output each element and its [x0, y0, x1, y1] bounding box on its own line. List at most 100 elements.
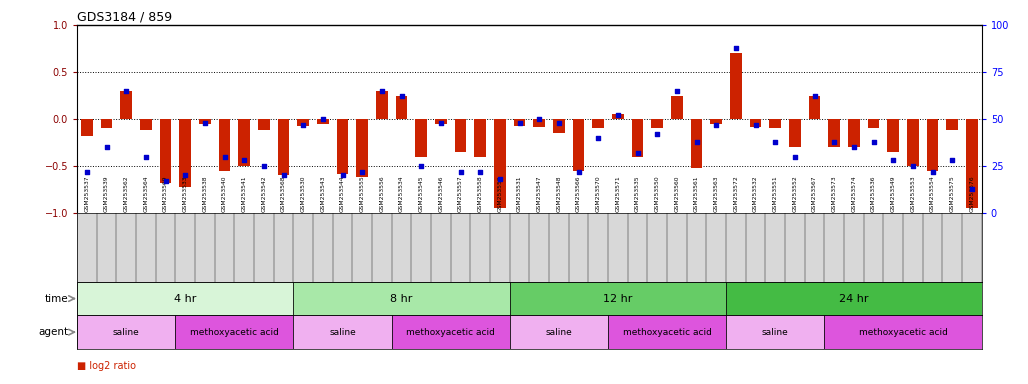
Text: 8 hr: 8 hr [391, 293, 413, 304]
Point [374, 88, 391, 94]
Bar [494, 119, 506, 209]
Text: methoxyacetic acid: methoxyacetic acid [406, 328, 495, 337]
Text: methoxyacetic acid: methoxyacetic acid [190, 328, 279, 337]
Bar [219, 119, 230, 171]
Bar [652, 119, 663, 128]
Bar [730, 53, 742, 119]
Bar [510, 282, 726, 315]
Bar [77, 282, 293, 315]
Text: saline: saline [546, 328, 573, 337]
Point [747, 122, 764, 128]
Text: 4 hr: 4 hr [174, 293, 196, 304]
Point [571, 169, 587, 175]
Bar [176, 315, 293, 349]
Text: ■ log2 ratio: ■ log2 ratio [77, 361, 136, 371]
Bar [435, 119, 447, 124]
Bar [726, 315, 824, 349]
Point [157, 178, 174, 184]
Bar [769, 119, 781, 128]
Bar [592, 119, 604, 128]
Text: 24 hr: 24 hr [839, 293, 869, 304]
Point [256, 163, 272, 169]
Bar [907, 119, 919, 166]
Bar [179, 119, 191, 187]
Point [196, 120, 213, 126]
Bar [749, 119, 762, 127]
Bar [534, 119, 545, 127]
Text: agent: agent [38, 327, 68, 337]
Bar [848, 119, 859, 147]
Point [963, 185, 980, 192]
Text: saline: saline [762, 328, 788, 337]
Bar [159, 119, 172, 183]
Point [452, 169, 469, 175]
Point [846, 144, 862, 151]
Bar [691, 119, 702, 168]
Text: GDS3184 / 859: GDS3184 / 859 [77, 11, 173, 24]
Point [944, 157, 960, 164]
Point [433, 120, 449, 126]
Point [689, 139, 705, 145]
Bar [293, 315, 392, 349]
Bar [510, 315, 609, 349]
Bar [293, 282, 510, 315]
Point [767, 139, 783, 145]
Point [786, 154, 803, 160]
Bar [81, 119, 93, 136]
Point [924, 169, 941, 175]
Point [216, 154, 232, 160]
Bar [671, 96, 683, 119]
Point [394, 93, 410, 99]
Text: 12 hr: 12 hr [603, 293, 632, 304]
Point [334, 172, 351, 179]
Text: saline: saline [113, 328, 140, 337]
Bar [609, 315, 726, 349]
Point [610, 112, 626, 118]
Point [551, 120, 567, 126]
Bar [868, 119, 880, 128]
Bar [514, 119, 525, 126]
Point [413, 163, 430, 169]
Point [118, 88, 135, 94]
Point [827, 139, 843, 145]
Bar [357, 119, 368, 177]
Bar [553, 119, 564, 133]
Point [511, 120, 527, 126]
Bar [824, 315, 982, 349]
Point [236, 157, 253, 164]
Text: methoxyacetic acid: methoxyacetic acid [858, 328, 948, 337]
Point [806, 93, 822, 99]
Text: saline: saline [329, 328, 356, 337]
Bar [396, 96, 407, 119]
Bar [199, 119, 211, 124]
Point [590, 135, 607, 141]
Point [708, 122, 725, 128]
Point [295, 122, 311, 128]
Point [177, 172, 193, 179]
Point [138, 154, 154, 160]
Point [354, 169, 370, 175]
Point [315, 116, 331, 122]
Bar [120, 91, 133, 119]
Bar [140, 119, 152, 130]
Bar [101, 119, 112, 128]
Bar [612, 114, 624, 119]
Point [79, 169, 96, 175]
Text: methoxyacetic acid: methoxyacetic acid [623, 328, 711, 337]
Bar [317, 119, 329, 124]
Point [649, 131, 665, 137]
Point [728, 45, 744, 51]
Bar [809, 96, 820, 119]
Bar [790, 119, 801, 147]
Bar [573, 119, 585, 171]
Point [629, 150, 646, 156]
Bar [926, 119, 939, 171]
Text: time: time [44, 293, 68, 304]
Point [99, 144, 115, 151]
Point [531, 116, 548, 122]
Point [668, 88, 685, 94]
Bar [829, 119, 840, 147]
Bar [474, 119, 486, 157]
Bar [726, 282, 982, 315]
Bar [337, 119, 348, 174]
